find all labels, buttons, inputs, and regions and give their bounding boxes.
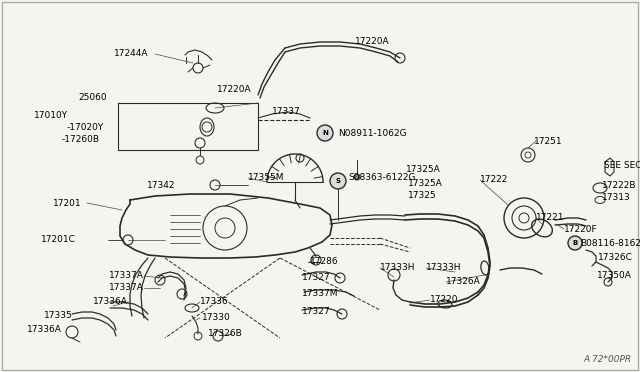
Text: SEE SEC.991: SEE SEC.991: [604, 160, 640, 170]
Text: 17313: 17313: [602, 193, 631, 202]
Text: 17355M: 17355M: [248, 173, 285, 183]
Text: 17201: 17201: [53, 199, 82, 208]
Text: B: B: [572, 240, 578, 246]
Text: 17336A: 17336A: [93, 298, 128, 307]
Text: N08911-1062G: N08911-1062G: [338, 129, 406, 138]
Text: 17337M: 17337M: [302, 289, 339, 298]
Text: 17010Y: 17010Y: [34, 110, 68, 119]
Text: N: N: [322, 130, 328, 136]
Text: 25060: 25060: [78, 93, 107, 102]
Text: 17333H: 17333H: [426, 263, 461, 273]
Text: S08363-6122G: S08363-6122G: [348, 173, 415, 183]
Text: 17350A: 17350A: [597, 270, 632, 279]
Text: 17325A: 17325A: [408, 179, 443, 187]
Text: 17220A: 17220A: [355, 38, 390, 46]
Text: 17201C: 17201C: [41, 235, 76, 244]
Text: S: S: [335, 178, 340, 184]
Circle shape: [354, 174, 360, 180]
Text: 17326A: 17326A: [446, 278, 481, 286]
Text: B08116-8162G: B08116-8162G: [580, 240, 640, 248]
Text: 17220A: 17220A: [218, 86, 252, 94]
Text: 17222: 17222: [480, 176, 508, 185]
Text: 17330: 17330: [202, 314, 231, 323]
Text: 17286: 17286: [310, 257, 339, 266]
Text: -17020Y: -17020Y: [67, 122, 104, 131]
Text: 17327: 17327: [302, 307, 331, 315]
Text: 17337A: 17337A: [109, 272, 144, 280]
Text: 17337: 17337: [272, 108, 301, 116]
Text: 17342: 17342: [147, 182, 175, 190]
Text: 17222B: 17222B: [602, 182, 637, 190]
Text: -17260B: -17260B: [62, 135, 100, 144]
Text: 17325: 17325: [408, 192, 436, 201]
Text: 17244A: 17244A: [113, 49, 148, 58]
Text: 17335: 17335: [44, 311, 73, 320]
Text: 17337A: 17337A: [109, 283, 144, 292]
Text: 17251: 17251: [534, 137, 563, 145]
Text: 17333H: 17333H: [380, 263, 415, 273]
Text: 17326B: 17326B: [208, 328, 243, 337]
Text: 17336A: 17336A: [27, 326, 62, 334]
Text: 17220: 17220: [430, 295, 458, 305]
Text: 17326C: 17326C: [598, 253, 633, 263]
Text: 17325A: 17325A: [406, 166, 441, 174]
Circle shape: [330, 173, 346, 189]
Circle shape: [568, 236, 582, 250]
Text: 17327: 17327: [302, 273, 331, 282]
Text: A 72*00PR: A 72*00PR: [584, 355, 632, 364]
Text: 17220F: 17220F: [564, 224, 598, 234]
Text: 17221: 17221: [536, 214, 564, 222]
Circle shape: [317, 125, 333, 141]
Text: 17336: 17336: [200, 298, 228, 307]
